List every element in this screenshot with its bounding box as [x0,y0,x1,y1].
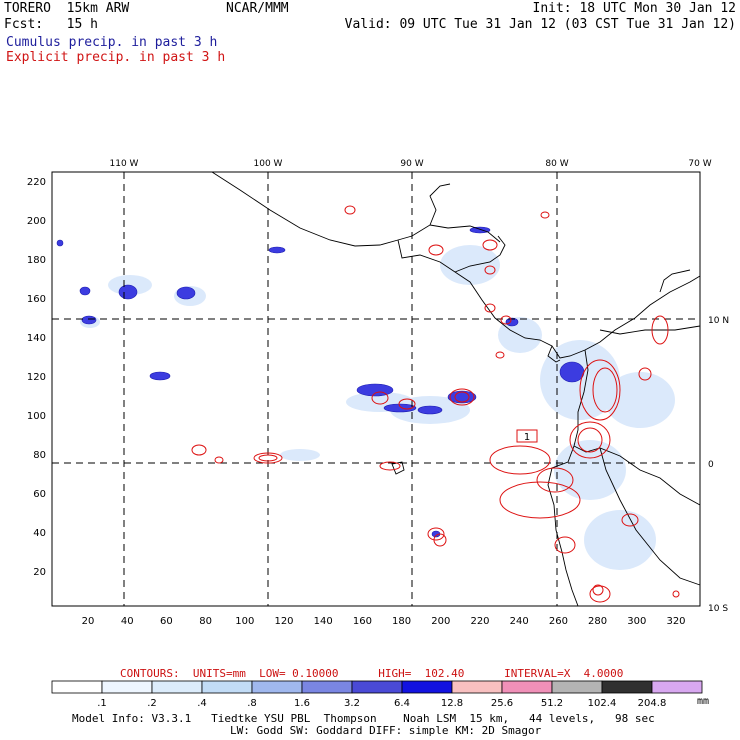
colorbar-label: 204.8 [638,698,667,709]
x-tick-label: 300 [627,616,646,627]
colorbar-swatch [501,680,553,694]
y-tick-label: 180 [27,255,46,266]
x-tick-label: 140 [314,616,333,627]
x-tick-label: 60 [160,616,173,627]
x-tick-label: 180 [392,616,411,627]
lat-label-0: 0 [708,460,714,470]
x-tick-label: 40 [121,616,134,627]
x-tick-labels: 20 40 60 80 100 120 140 160 180 200 220 240 260 280 30… [82,616,686,627]
colorbar-swatch [451,680,503,694]
x-tick-label: 20 [82,616,95,627]
colorbar-label: 6.4 [394,698,410,709]
valid-time: Valid: 09 UTC Tue 31 Jan 12 (03 CST Tue … [344,17,736,32]
y-tick-label: 160 [27,294,46,305]
colorbar-label: .4 [197,698,207,709]
colorbar-swatch [201,680,253,694]
contour-info: CONTOURS: UNITS=mm LOW= 0.10000 HIGH= 10… [120,667,624,680]
map-marker: 1 [516,429,538,443]
colorbar-swatch [301,680,353,694]
colorbar-labels: .1 .2 .4 .8 1.6 3.2 6.4 12.8 25.6 51.2 102.4 204.8 [97,698,666,709]
x-tick-label: 80 [199,616,212,627]
x-tick-label: 200 [431,616,450,627]
legend-explicit: Explicit precip. in past 3 h [6,50,226,65]
y-tick-label: 20 [33,567,46,578]
model-name: TORERO 15km ARW [4,1,130,16]
marker-label: 1 [524,432,530,443]
colorbar-unit: mm [697,696,710,707]
lon-labels: 110 W 100 W 90 W 80 W 70 W [110,159,712,169]
lon-label-70w: 70 W [688,159,711,169]
forecast-hour: Fcst: 15 h [4,17,98,32]
x-tick-label: 100 [235,616,254,627]
colorbar-label: 25.6 [491,698,513,709]
colorbar-label: 12.8 [441,698,463,709]
latlon-grid [52,172,700,606]
map-area: 1 [51,171,701,607]
explicit-contours [191,205,680,603]
x-tick-label: 320 [666,616,685,627]
x-tick-label: 220 [470,616,489,627]
lon-label-80w: 80 W [545,159,568,169]
colorbar-swatch [351,680,403,694]
colorbar-swatch [601,680,653,694]
x-tick-label: 160 [353,616,372,627]
colorbar-label: 51.2 [541,698,563,709]
colorbar [51,680,703,694]
x-tick-label: 120 [274,616,293,627]
colorbar-swatch [151,680,203,694]
colorbar-label: 1.6 [294,698,310,709]
legend-cumulus: Cumulus precip. in past 3 h [6,35,218,50]
y-tick-label: 80 [33,450,46,461]
center-name: NCAR/MMM [226,1,289,16]
y-tick-label: 200 [27,216,46,227]
colorbar-label: 102.4 [588,698,617,709]
lon-label-100w: 100 W [254,159,283,169]
y-tick-label: 60 [33,489,46,500]
colorbar-label: .8 [247,698,257,709]
x-tick-label: 280 [588,616,607,627]
colorbar-label: .2 [147,698,157,709]
y-tick-label: 100 [27,411,46,422]
colorbar-swatch [51,680,103,694]
lon-label-90w: 90 W [400,159,423,169]
colorbar-swatch [251,680,303,694]
colorbar-swatch [551,680,603,694]
colorbar-label: 3.2 [344,698,360,709]
x-tick-label: 240 [510,616,529,627]
y-tick-label: 120 [27,372,46,383]
colorbar-label: .1 [97,698,107,709]
lat-labels: 10 N 0 10 S [708,316,729,614]
lat-label-10n: 10 N [708,316,729,326]
y-tick-label: 140 [27,333,46,344]
lon-label-110w: 110 W [110,159,139,169]
y-tick-label: 40 [33,528,46,539]
model-info-line1: Model Info: V3.3.1 Tiedtke YSU PBL Thomp… [72,712,655,725]
model-info-line2: LW: Godd SW: Goddard DIFF: simple KM: 2D… [230,724,542,737]
colorbar-swatch [651,680,703,694]
lat-label-10s: 10 S [708,604,728,614]
y-tick-labels: 20 40 60 80 100 120 140 160 180 200 220 [27,177,46,578]
y-tick-label: 220 [27,177,46,188]
coastlines [211,171,701,607]
init-time: Init: 18 UTC Mon 30 Jan 12 [532,1,737,16]
colorbar-swatch [401,680,453,694]
x-tick-label: 260 [549,616,568,627]
colorbar-swatch [101,680,153,694]
